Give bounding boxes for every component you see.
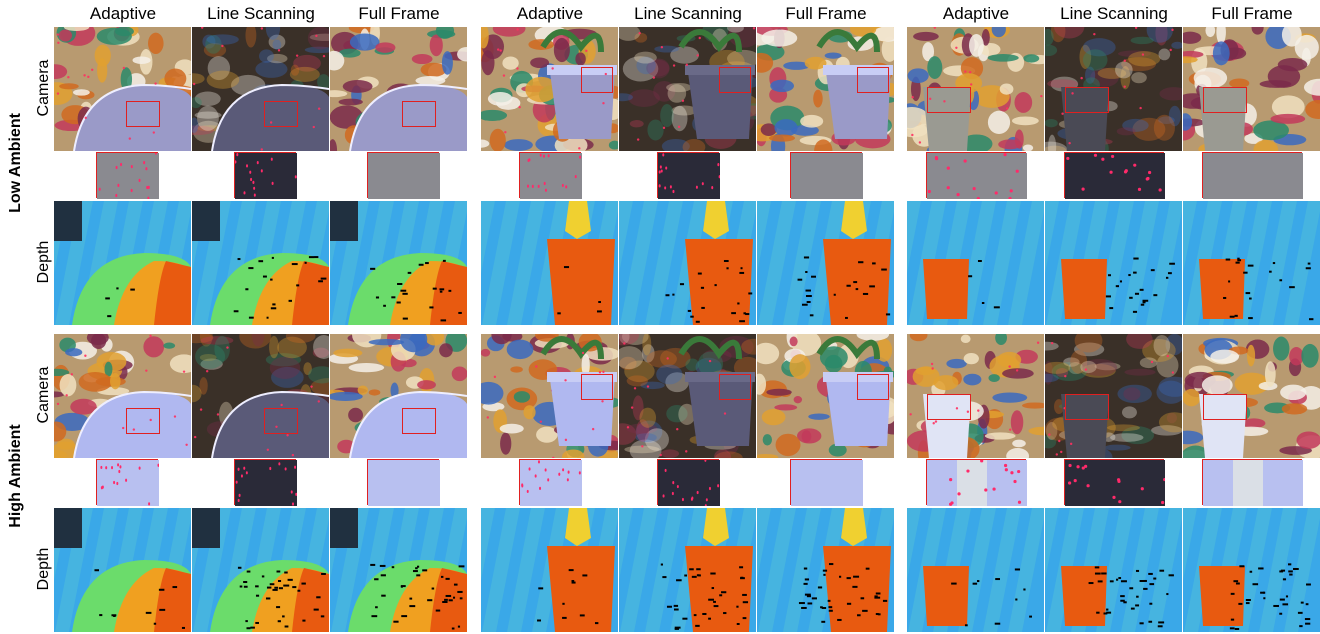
- camera-image: [1045, 27, 1182, 151]
- depth-map: [54, 508, 191, 632]
- depth-map: [619, 508, 756, 632]
- depth-map: [907, 201, 1044, 325]
- depth-map: [757, 201, 894, 325]
- group-label: High Ambient: [7, 424, 24, 528]
- roi-box: [857, 67, 889, 93]
- column-header: Full Frame: [358, 4, 440, 23]
- group-label: Low Ambient: [7, 113, 24, 213]
- zoom-inset: [518, 459, 582, 506]
- camera-image: [619, 334, 756, 458]
- depth-map: [192, 201, 329, 325]
- depth-map: [1045, 201, 1182, 325]
- roi-box: [264, 408, 298, 434]
- depth-map: [192, 508, 329, 632]
- zoom-inset: [518, 152, 582, 199]
- camera-image: [54, 334, 191, 458]
- column-header: Adaptive: [89, 4, 157, 23]
- zoom-inset: [1063, 152, 1165, 199]
- roi-box: [927, 394, 971, 420]
- roi-box: [719, 374, 751, 400]
- roi-box: [126, 408, 160, 434]
- zoom-inset: [789, 152, 863, 199]
- roi-box: [264, 101, 298, 127]
- zoom-inset: [233, 152, 297, 199]
- zoom-inset: [1063, 459, 1166, 506]
- zoom-inset: [95, 151, 159, 200]
- zoom-inset: [656, 152, 721, 199]
- camera-image: [481, 27, 618, 151]
- depth-map: [757, 508, 894, 632]
- roi-box: [402, 408, 436, 434]
- zoom-inset: [366, 459, 440, 506]
- roi-box: [126, 101, 160, 127]
- roi-box: [581, 374, 613, 400]
- zoom-inset: [789, 459, 863, 506]
- depth-map: [1183, 201, 1320, 325]
- column-header: Adaptive: [942, 4, 1010, 23]
- camera-row-label: Camera: [35, 59, 52, 117]
- zoom-inset: [233, 459, 297, 506]
- column-header: Line Scanning: [207, 4, 315, 23]
- depth-map: [481, 201, 618, 325]
- depth-map: [1183, 508, 1320, 632]
- depth-map: [1045, 508, 1182, 632]
- column-header: Full Frame: [1211, 4, 1293, 23]
- zoom-inset: [1201, 152, 1303, 199]
- column-header: Adaptive: [516, 4, 584, 23]
- zoom-inset: [1201, 459, 1303, 506]
- camera-image: [1183, 27, 1320, 151]
- depth-map: [481, 508, 618, 632]
- roi-box: [1065, 87, 1109, 113]
- camera-image: [1183, 334, 1320, 458]
- zoom-inset: [925, 152, 1027, 201]
- roi-box: [857, 374, 889, 400]
- roi-box: [927, 87, 971, 113]
- roi-box: [402, 101, 436, 127]
- depth-map: [907, 508, 1044, 632]
- depth-map: [330, 201, 467, 325]
- depth-row-label: Depth: [35, 240, 52, 284]
- roi-box: [1065, 394, 1109, 420]
- depth-map: [619, 201, 756, 325]
- zoom-inset: [656, 458, 720, 508]
- camera-row-label: Camera: [35, 366, 52, 424]
- depth-map: [330, 508, 467, 632]
- column-header: Line Scanning: [634, 4, 742, 23]
- camera-image: [330, 27, 467, 151]
- column-header: Line Scanning: [1060, 4, 1168, 23]
- camera-image: [757, 27, 894, 151]
- camera-image: [481, 334, 618, 458]
- camera-image: [1045, 334, 1182, 458]
- camera-image: [907, 27, 1044, 151]
- roi-box: [581, 67, 613, 93]
- zoom-inset: [366, 152, 440, 199]
- zoom-inset: [925, 459, 1027, 506]
- camera-image: [192, 334, 329, 458]
- camera-image: [192, 27, 329, 151]
- roi-box: [719, 67, 751, 93]
- zoom-inset: [95, 459, 159, 506]
- camera-image: [619, 27, 756, 151]
- roi-box: [1203, 394, 1247, 420]
- depth-map: [54, 201, 191, 325]
- camera-image: [907, 334, 1044, 458]
- camera-image: [330, 334, 467, 458]
- roi-box: [1203, 87, 1247, 113]
- camera-image: [54, 27, 191, 151]
- camera-image: [757, 334, 894, 458]
- column-header: Full Frame: [785, 4, 867, 23]
- depth-row-label: Depth: [35, 547, 52, 591]
